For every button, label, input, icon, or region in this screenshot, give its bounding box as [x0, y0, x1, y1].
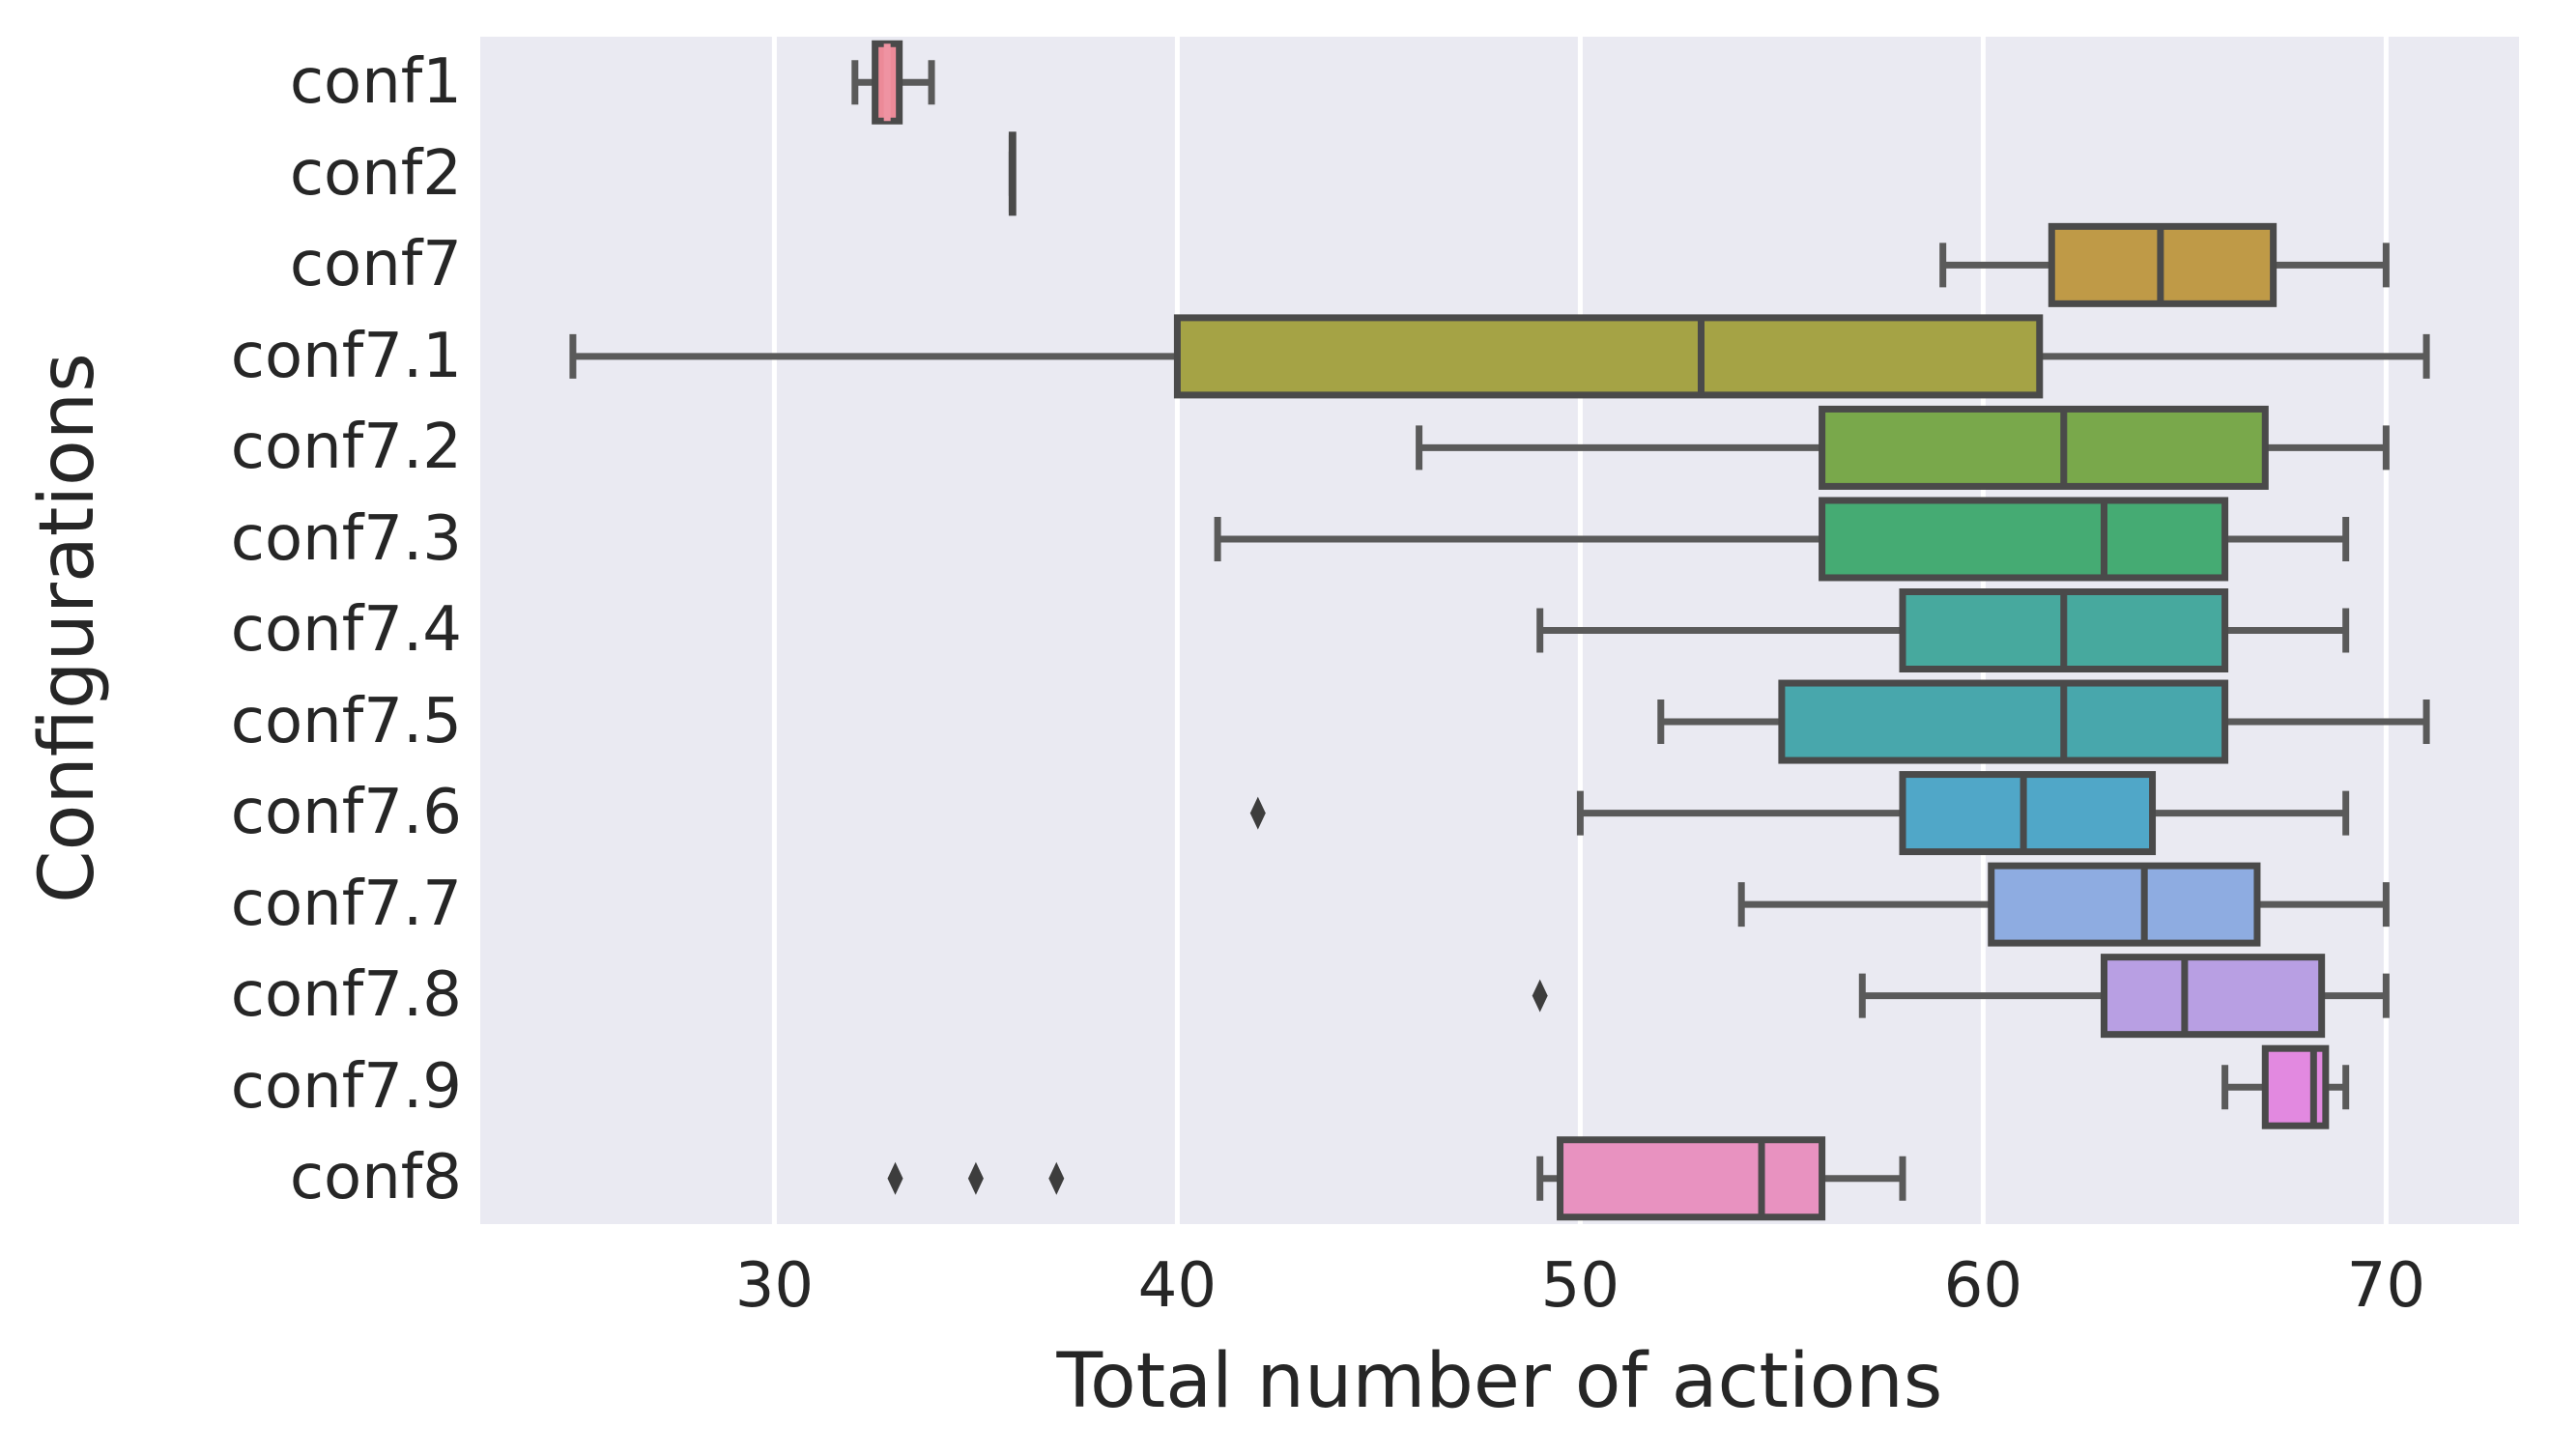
y-tick-label-conf7.7: conf7.7 — [230, 868, 462, 940]
y-tick-label-conf7.4: conf7.4 — [230, 594, 462, 667]
box-conf7.9 — [2221, 1044, 2350, 1129]
x-tick-label-30: 30 — [734, 1250, 815, 1322]
y-tick-label-conf7.9: conf7.9 — [230, 1050, 462, 1123]
box-conf2 — [1008, 131, 1017, 216]
y-tick-label-conf2: conf2 — [289, 137, 462, 210]
x-tick-label-40: 40 — [1137, 1250, 1218, 1322]
x-tick-label-50: 50 — [1540, 1250, 1620, 1322]
box-conf7.6 — [1249, 771, 2350, 856]
iqr-box-conf7.3 — [1819, 497, 2229, 582]
outlier-conf7.8-49 — [1532, 979, 1548, 1013]
y-tick-label-conf7.2: conf7.2 — [230, 412, 462, 484]
iqr-box-conf7.7 — [1988, 862, 2261, 947]
outlier-conf8-37 — [1048, 1161, 1065, 1195]
x-axis-title: Total number of actions — [1056, 1338, 1943, 1425]
box-conf7.8 — [1532, 954, 2390, 1039]
y-tick-label-conf8: conf8 — [289, 1142, 462, 1214]
iqr-box-conf7.1 — [1173, 314, 2044, 399]
x-tick-label-60: 60 — [1943, 1250, 2023, 1322]
box-conf7.5 — [1657, 679, 2430, 764]
box-conf7.1 — [569, 314, 2430, 399]
iqr-box-conf7.5 — [1778, 679, 2229, 764]
box-conf7.7 — [1737, 862, 2390, 947]
y-tick-label-conf7.3: conf7.3 — [230, 502, 462, 575]
y-tick-label-conf7.8: conf7.8 — [230, 959, 462, 1032]
box-conf7.4 — [1536, 588, 2350, 672]
outlier-conf8-35 — [967, 1161, 984, 1195]
y-tick-label-conf7: conf7 — [289, 229, 462, 301]
box-conf8 — [887, 1136, 1906, 1221]
y-tick-label-conf7.6: conf7.6 — [230, 777, 462, 849]
y-tick-label-conf1: conf1 — [289, 46, 462, 118]
outlier-conf7.6-42 — [1249, 796, 1266, 830]
box-conf7.3 — [1214, 497, 2350, 582]
y-tick-label-conf7.5: conf7.5 — [230, 685, 462, 757]
y-tick-label-conf7.1: conf7.1 — [230, 320, 462, 392]
box-conf7.2 — [1416, 405, 2390, 490]
iqr-box-conf7.8 — [2100, 954, 2326, 1039]
iqr-box-conf7.6 — [1899, 771, 2157, 856]
box-conf1 — [851, 40, 935, 125]
iqr-box-conf8 — [1557, 1136, 1826, 1221]
outlier-conf8-33 — [887, 1161, 903, 1195]
box-conf7 — [1939, 222, 2390, 307]
x-tick-label-70: 70 — [2346, 1250, 2426, 1322]
iqr-box-conf7.2 — [1819, 405, 2269, 490]
